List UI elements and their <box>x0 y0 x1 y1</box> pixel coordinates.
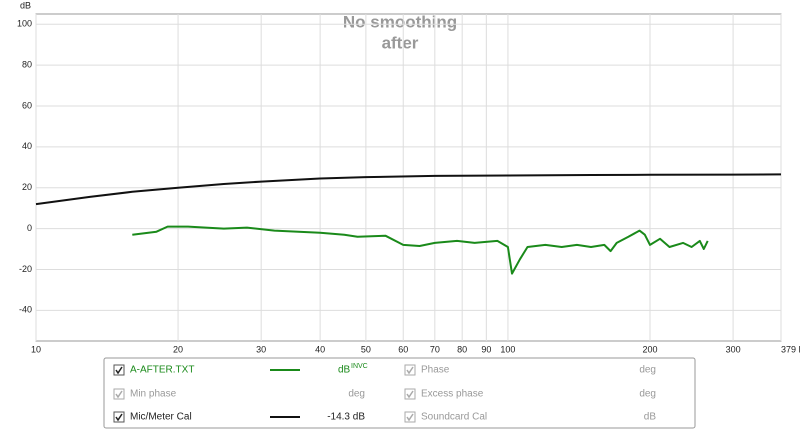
check <box>406 366 414 375</box>
check <box>115 413 123 422</box>
x-tick-label: 379 Hz <box>781 344 800 354</box>
x-tick-label: 80 <box>457 344 467 354</box>
x-tick-label: 90 <box>481 344 491 354</box>
unit-sup: INVC <box>351 363 368 370</box>
checkbox[interactable] <box>113 388 125 400</box>
unit: deg <box>639 365 656 376</box>
y-tick-label: -20 <box>19 264 32 274</box>
legend-label: Mic/Meter Cal <box>130 412 192 423</box>
unit: dB <box>338 365 351 376</box>
legend-panel <box>103 357 696 429</box>
y-tick-label: 0 <box>27 223 32 233</box>
x-tick-label: 20 <box>173 344 183 354</box>
check <box>115 366 123 375</box>
unit: deg <box>639 389 656 400</box>
checkbox[interactable] <box>404 411 416 423</box>
check <box>406 390 414 399</box>
unit: dB <box>644 412 657 423</box>
chart-title: No smoothing <box>343 12 457 31</box>
marks <box>35 173 782 275</box>
plot-area <box>35 13 782 342</box>
y-tick-label: 20 <box>22 182 32 192</box>
legend-label: Soundcard Cal <box>421 412 487 423</box>
x-tick-label: 10 <box>31 344 41 354</box>
checkbox[interactable] <box>404 388 416 400</box>
checkbox[interactable] <box>113 411 125 423</box>
grid <box>35 14 782 341</box>
x-tick-label: 40 <box>315 344 325 354</box>
legend-label: Phase <box>421 365 450 376</box>
check <box>406 413 414 422</box>
x-tick-label: 100 <box>500 344 515 354</box>
y-tick-label: 100 <box>17 19 32 29</box>
series-line <box>35 173 782 206</box>
chart-subtitle: after <box>382 33 419 52</box>
x-tick-label: 60 <box>398 344 408 354</box>
y-tick-label: 40 <box>22 141 32 151</box>
x-tick-label: 200 <box>642 344 657 354</box>
legend-label: A-AFTER.TXT <box>130 365 194 376</box>
checkbox[interactable] <box>404 364 416 376</box>
series-line <box>132 225 709 275</box>
check <box>115 390 123 399</box>
x-tick-label: 50 <box>361 344 371 354</box>
y-tick-label: 60 <box>22 100 32 110</box>
x-tick-label: 300 <box>726 344 741 354</box>
x-tick-label: 30 <box>256 344 266 354</box>
legend-label: Min phase <box>130 389 177 400</box>
cal-value: -14.3 dB <box>327 412 365 423</box>
checkbox[interactable] <box>113 364 125 376</box>
y-tick-label: 80 <box>22 59 32 69</box>
y-tick-label: -40 <box>19 305 32 315</box>
unit: deg <box>348 389 365 400</box>
legend-label: Excess phase <box>421 389 484 400</box>
x-tick-label: 70 <box>430 344 440 354</box>
y-axis-label: dB <box>20 0 31 10</box>
